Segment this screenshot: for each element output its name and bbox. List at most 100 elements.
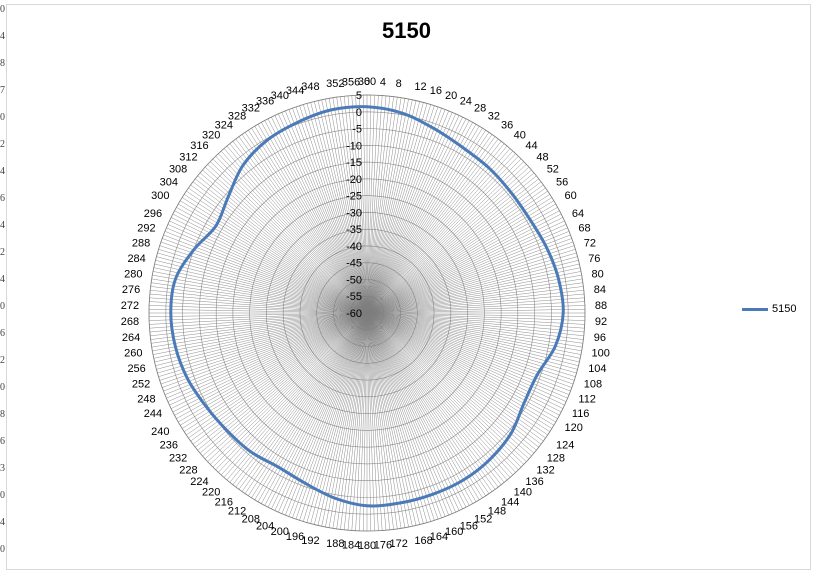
angle-tick-label: 108 xyxy=(584,379,602,391)
angle-tick-label: 272 xyxy=(121,300,139,312)
angle-tick-label: 24 xyxy=(460,96,472,108)
radial-tick-label: 0 xyxy=(356,107,362,119)
radial-tick-label: 5 xyxy=(356,90,362,102)
angle-tick-label: 80 xyxy=(592,268,604,280)
angle-tick-label: 280 xyxy=(124,268,142,280)
angle-tick-label: 104 xyxy=(588,363,606,375)
angle-tick-label: 132 xyxy=(536,465,554,477)
angle-tick-label: 312 xyxy=(179,151,197,163)
edge-tick-label: 0 xyxy=(0,112,5,123)
angle-tick-label: 28 xyxy=(474,103,486,115)
edge-tick-label: 4 xyxy=(0,274,5,285)
angle-tick-label: 248 xyxy=(137,393,155,405)
edge-tick-label: 4 xyxy=(0,166,5,177)
radial-tick-label: -5 xyxy=(352,124,362,136)
angle-tick-label: 304 xyxy=(160,177,178,189)
angle-tick-label: 152 xyxy=(474,513,492,525)
angle-tick-label: 256 xyxy=(127,363,145,375)
angle-tick-label: 160 xyxy=(445,526,463,538)
angle-tick-label: 140 xyxy=(514,487,532,499)
angle-tick-label: 156 xyxy=(460,520,478,532)
chart-title: 5150 xyxy=(382,18,431,43)
angle-tick-label: 136 xyxy=(525,476,543,488)
angle-tick-label: 232 xyxy=(169,452,187,464)
radial-tick-label: -20 xyxy=(346,174,362,186)
radial-tick-label: -35 xyxy=(346,224,362,236)
angle-tick-label: 148 xyxy=(488,505,506,517)
legend: 5150 xyxy=(742,303,796,315)
angle-tick-label: 352 xyxy=(326,78,344,90)
radial-tick-label: -10 xyxy=(346,140,362,152)
angle-tick-label: 36 xyxy=(501,120,513,132)
angle-tick-label: 8 xyxy=(396,78,402,90)
radial-tick-label: -40 xyxy=(346,241,362,253)
angle-tick-label: 260 xyxy=(124,348,142,360)
angle-tick-label: 240 xyxy=(151,426,169,438)
angle-tick-label: 72 xyxy=(584,238,596,250)
angle-tick-label: 264 xyxy=(122,332,140,344)
angle-tick-label: 292 xyxy=(137,223,155,235)
angle-tick-label: 300 xyxy=(151,190,169,202)
angle-tick-label: 216 xyxy=(215,497,233,509)
radial-tick-label: -15 xyxy=(346,157,362,169)
angle-tick-label: 284 xyxy=(127,253,145,265)
edge-tick-label: 4 xyxy=(0,31,5,42)
radial-tick-label: -45 xyxy=(346,258,362,270)
angle-tick-label: 288 xyxy=(132,238,150,250)
angle-tick-label: 88 xyxy=(595,300,607,312)
edge-tick-label: 4 xyxy=(0,517,5,528)
angle-tick-label: 296 xyxy=(144,208,162,220)
legend-label: 5150 xyxy=(772,303,797,315)
angle-tick-label: 360 xyxy=(358,76,376,88)
edge-tick-label: 8 xyxy=(0,409,5,420)
angle-tick-label: 48 xyxy=(536,151,548,163)
edge-tick-label: 0 xyxy=(0,4,5,15)
edge-tick-label: 6 xyxy=(0,193,5,204)
angle-tick-label: 164 xyxy=(430,531,448,543)
angle-tick-label: 172 xyxy=(390,538,408,550)
angle-tick-label: 320 xyxy=(202,129,220,141)
angular-spokes xyxy=(148,94,586,532)
angle-tick-label: 40 xyxy=(514,129,526,141)
series-line-5150 xyxy=(169,105,565,508)
edge-tick-label: 2 xyxy=(0,355,5,366)
legend-swatch xyxy=(742,307,768,311)
angle-tick-label: 220 xyxy=(202,487,220,499)
angle-tick-label: 56 xyxy=(556,177,568,189)
outer-ring xyxy=(148,94,586,532)
angle-tick-label: 344 xyxy=(286,85,304,97)
angle-tick-label: 324 xyxy=(215,120,233,132)
angle-tick-label: 44 xyxy=(525,140,537,152)
angle-tick-label: 276 xyxy=(122,284,140,296)
edge-tick-label: 6 xyxy=(0,436,5,447)
edge-tick-label: 7 xyxy=(0,85,5,96)
angle-tick-label: 340 xyxy=(271,90,289,102)
angle-tick-label: 20 xyxy=(445,90,457,102)
edge-tick-label: 0 xyxy=(0,544,5,555)
angle-tick-label: 144 xyxy=(501,497,519,509)
angle-tick-label: 76 xyxy=(588,253,600,265)
angle-tick-label: 60 xyxy=(565,190,577,202)
angle-tick-label: 128 xyxy=(547,452,565,464)
edge-tick-label: 4 xyxy=(0,220,5,231)
angle-tick-label: 32 xyxy=(488,111,500,123)
angle-tick-label: 176 xyxy=(374,539,392,551)
angle-tick-label: 188 xyxy=(326,538,344,550)
angle-tick-label: 212 xyxy=(228,505,246,517)
radial-tick-label: -30 xyxy=(346,207,362,219)
angle-tick-label: 68 xyxy=(578,223,590,235)
angle-tick-label: 316 xyxy=(190,140,208,152)
angle-tick-label: 124 xyxy=(556,440,574,452)
angle-tick-label: 200 xyxy=(271,526,289,538)
angle-tick-label: 0 xyxy=(364,76,370,88)
edge-tick-label: 0 xyxy=(0,301,5,312)
angle-tick-label: 308 xyxy=(169,164,187,176)
angle-tick-label: 268 xyxy=(121,316,139,328)
edge-tick-label: 8 xyxy=(0,58,5,69)
angle-tick-label: 208 xyxy=(242,513,260,525)
angle-tick-label: 196 xyxy=(286,531,304,543)
edge-tick-label: 3 xyxy=(0,463,5,474)
angle-tick-label: 100 xyxy=(592,348,610,360)
angle-tick-label: 4 xyxy=(380,77,386,89)
